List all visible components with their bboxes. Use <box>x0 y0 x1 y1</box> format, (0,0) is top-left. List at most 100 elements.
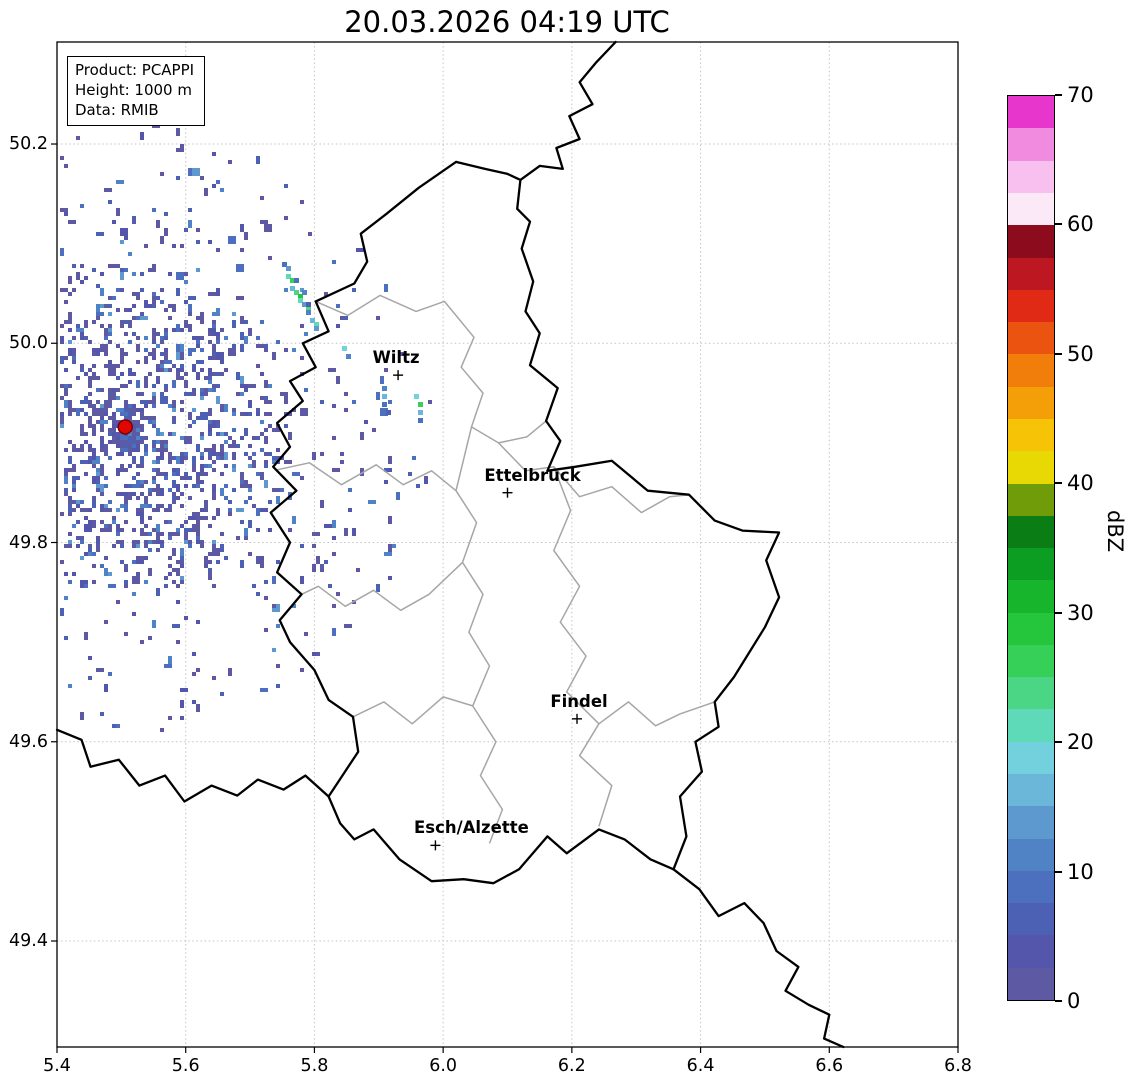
clutter-pixel <box>180 580 184 584</box>
region-border <box>553 466 613 827</box>
clutter-pixel <box>196 472 200 476</box>
clutter-pixel <box>164 508 172 512</box>
clutter-pixel <box>212 544 216 552</box>
clutter-pixel <box>100 344 104 352</box>
clutter-pixel <box>112 416 116 420</box>
clutter-pixel <box>164 444 168 448</box>
clutter-pixel <box>156 364 160 368</box>
clutter-pixel <box>80 508 88 512</box>
clutter-pixel <box>180 400 184 404</box>
clutter-pixel <box>160 728 164 732</box>
clutter-pixel <box>168 316 172 320</box>
clutter-pixel <box>136 480 140 488</box>
clutter-pixel <box>116 524 120 532</box>
clutter-pixel <box>120 348 124 352</box>
clutter-pixel <box>104 484 108 488</box>
clutter-pixel <box>76 272 80 280</box>
clutter-pixel <box>80 280 84 284</box>
clutter-pixel <box>164 348 168 352</box>
clutter-pixel <box>204 508 208 512</box>
clutter-pixel <box>88 376 92 380</box>
echo-cell <box>314 326 319 331</box>
clutter-pixel <box>120 560 124 564</box>
clutter-pixel <box>100 444 104 448</box>
clutter-pixel <box>196 372 200 380</box>
clutter-pixel <box>188 296 196 300</box>
clutter-pixel <box>72 484 76 488</box>
clutter-pixel <box>140 516 144 524</box>
clutter-pixel <box>88 448 92 452</box>
clutter-pixel <box>60 356 64 364</box>
clutter-pixel <box>104 352 108 356</box>
clutter-pixel <box>228 348 232 352</box>
clutter-pixel <box>88 552 92 556</box>
clutter-pixel <box>140 440 144 444</box>
clutter-pixel <box>128 408 132 412</box>
clutter-pixel <box>60 560 64 564</box>
colorbar-band <box>1008 160 1054 193</box>
clutter-pixel <box>72 488 76 492</box>
clutter-pixel <box>156 296 160 300</box>
clutter-pixel <box>188 516 196 520</box>
clutter-pixel <box>196 668 200 672</box>
clutter-pixel <box>188 436 192 444</box>
colorbar-tick-label: 20 <box>1067 730 1094 755</box>
clutter-pixel <box>124 308 128 312</box>
x-tick-label: 5.8 <box>300 1056 329 1076</box>
clutter-pixel <box>96 408 100 416</box>
clutter-pixel <box>152 304 156 308</box>
clutter-pixel <box>208 388 212 392</box>
clutter-pixel <box>336 592 340 596</box>
clutter-pixel <box>332 604 336 608</box>
clutter-pixel <box>132 436 136 440</box>
clutter-pixel <box>112 724 116 728</box>
clutter-pixel <box>128 252 132 256</box>
clutter-pixel <box>256 156 260 164</box>
radar-site-dot <box>117 419 133 435</box>
city-marker-layer <box>393 370 583 851</box>
clutter-pixel <box>68 312 72 316</box>
clutter-pixel <box>144 300 148 308</box>
clutter-pixel <box>72 288 76 292</box>
clutter-pixel <box>240 384 244 388</box>
clutter-pixel <box>96 316 100 320</box>
clutter-pixel <box>60 336 64 344</box>
clutter-pixel <box>64 164 68 168</box>
clutter-pixel <box>136 508 144 512</box>
clutter-pixel <box>116 308 120 312</box>
clutter-pixel <box>80 204 84 208</box>
clutter-pixel <box>84 440 88 444</box>
clutter-pixel <box>212 424 216 428</box>
x-tick-label: 6.0 <box>429 1056 458 1076</box>
clutter-pixel <box>116 468 120 476</box>
clutter-pixel <box>248 496 252 500</box>
clutter-pixel <box>284 460 292 464</box>
clutter-pixel <box>164 360 172 364</box>
clutter-pixel <box>164 212 168 216</box>
clutter-pixel <box>76 536 80 540</box>
clutter-pixel <box>264 580 268 584</box>
clutter-pixel <box>180 524 184 528</box>
clutter-pixel <box>64 492 68 496</box>
clutter-pixel <box>184 616 188 620</box>
clutter-pixel <box>332 628 336 636</box>
clutter-pixel <box>184 372 188 376</box>
clutter-pixel <box>288 528 292 532</box>
clutter-pixel <box>244 336 248 344</box>
clutter-pixel <box>244 384 248 392</box>
colorbar-band <box>1008 354 1054 387</box>
clutter-pixel <box>116 600 120 604</box>
clutter-pixel <box>332 552 336 556</box>
clutter-pixel <box>248 456 252 460</box>
echo-cell <box>290 286 295 291</box>
clutter-pixel <box>72 448 76 452</box>
clutter-pixel <box>300 544 304 548</box>
clutter-pixel <box>268 256 272 260</box>
clutter-pixel <box>264 380 268 388</box>
clutter-pixel <box>212 492 216 500</box>
clutter-pixel <box>188 348 196 352</box>
clutter-pixel <box>176 528 180 532</box>
axes-frame <box>56 41 959 1048</box>
clutter-pixel <box>208 568 212 572</box>
clutter-pixel <box>264 224 272 232</box>
